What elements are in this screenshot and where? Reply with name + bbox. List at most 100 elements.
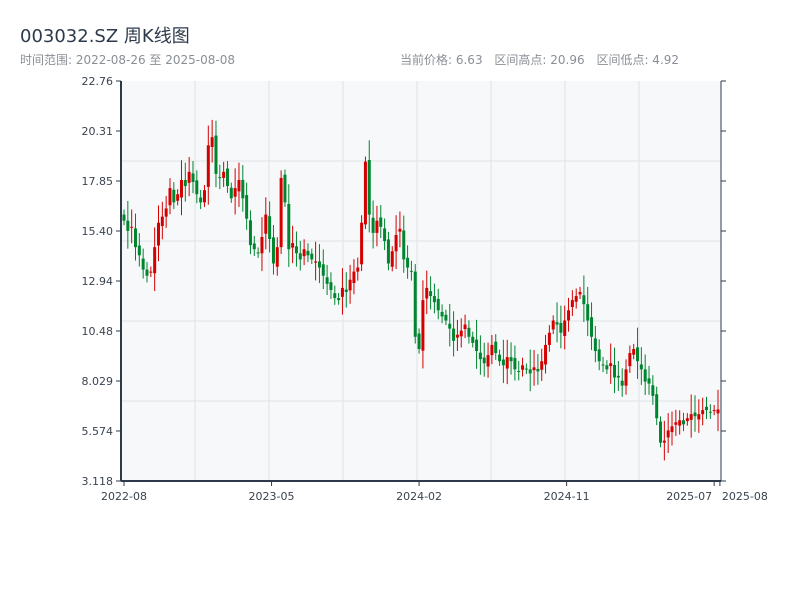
candle-body [616,375,620,378]
candle [271,224,275,275]
candle [708,404,712,419]
y-tick-label: 10.48 [82,325,114,338]
candle-body [436,298,440,311]
candle-body [705,406,709,411]
candle [356,257,360,281]
candle-body [555,322,559,325]
candle-body [628,353,632,367]
candle [429,276,433,310]
candle [363,156,367,229]
candle [712,404,716,416]
candle [559,305,563,349]
candle [643,354,647,395]
candle-body [360,222,364,265]
candle [666,413,670,453]
candle-body [210,137,214,147]
candle-body [482,357,486,364]
candle [716,389,720,432]
candle [670,411,674,446]
candle-body [394,234,398,252]
candle [398,211,402,248]
candle [218,164,222,190]
candle [547,325,551,352]
candle [655,386,659,426]
candle-body [613,364,617,378]
candle [137,233,141,267]
candle [241,165,245,212]
candle-body [310,253,314,260]
candle [337,292,341,305]
candle [459,318,463,348]
candle [298,240,302,271]
candle [325,264,329,296]
candle-body [225,168,229,187]
candle [367,140,371,233]
candle-body [563,320,567,336]
candle [593,325,597,363]
y-tick-label: 20.31 [82,125,114,138]
candle-body [455,334,459,338]
candle-body [168,188,172,206]
candle [279,170,283,254]
candle [371,200,375,249]
candle-body [609,363,613,367]
candle-body [340,287,344,297]
candle [659,416,663,448]
candle-body [356,267,360,272]
candle [567,297,571,332]
candle-body [463,324,467,330]
candle [375,205,379,247]
candle-body [513,357,517,370]
candle [176,189,180,206]
candle [471,331,475,348]
y-tick-label: 22.76 [82,75,114,88]
candle [697,399,701,433]
candle [632,343,636,360]
y-tick-label: 15.40 [82,225,114,238]
candle [513,345,517,381]
candle [195,170,199,204]
x-tick-label: 2022-08 [101,490,147,503]
candle-body [149,271,153,273]
candle [616,361,620,391]
candle-body [122,214,126,221]
candle [130,209,134,244]
candle-body [264,214,268,234]
candle [222,161,226,187]
candle-body [670,426,674,433]
candle-body [639,364,643,370]
candle [291,225,295,264]
candle-body [344,289,348,292]
candle [501,339,505,384]
candle-body [160,216,164,226]
candle [421,280,425,369]
candle [383,218,387,251]
candle-body [229,187,233,199]
candle-body [187,171,191,183]
candle-body [597,349,601,362]
candle [509,342,513,375]
candle-body [494,341,498,354]
candle-body [551,320,555,330]
candle [528,349,532,392]
candle [283,169,287,207]
candle-body [202,190,206,203]
candle [628,345,632,373]
candle [601,356,605,373]
candle [225,161,229,193]
candle-body [352,271,356,284]
candle-body [517,370,521,372]
candle [233,168,237,215]
candle-body [386,239,390,264]
candle [448,303,452,347]
candle-body [268,216,272,240]
candle-body [390,251,394,267]
candle-body [298,253,302,260]
candle-body [486,355,490,367]
candle [352,259,356,295]
candle-body [199,197,203,203]
x-tick-label: 2024-11 [544,490,590,503]
candle-body [191,173,195,183]
candle [662,420,666,461]
candle [586,286,590,337]
